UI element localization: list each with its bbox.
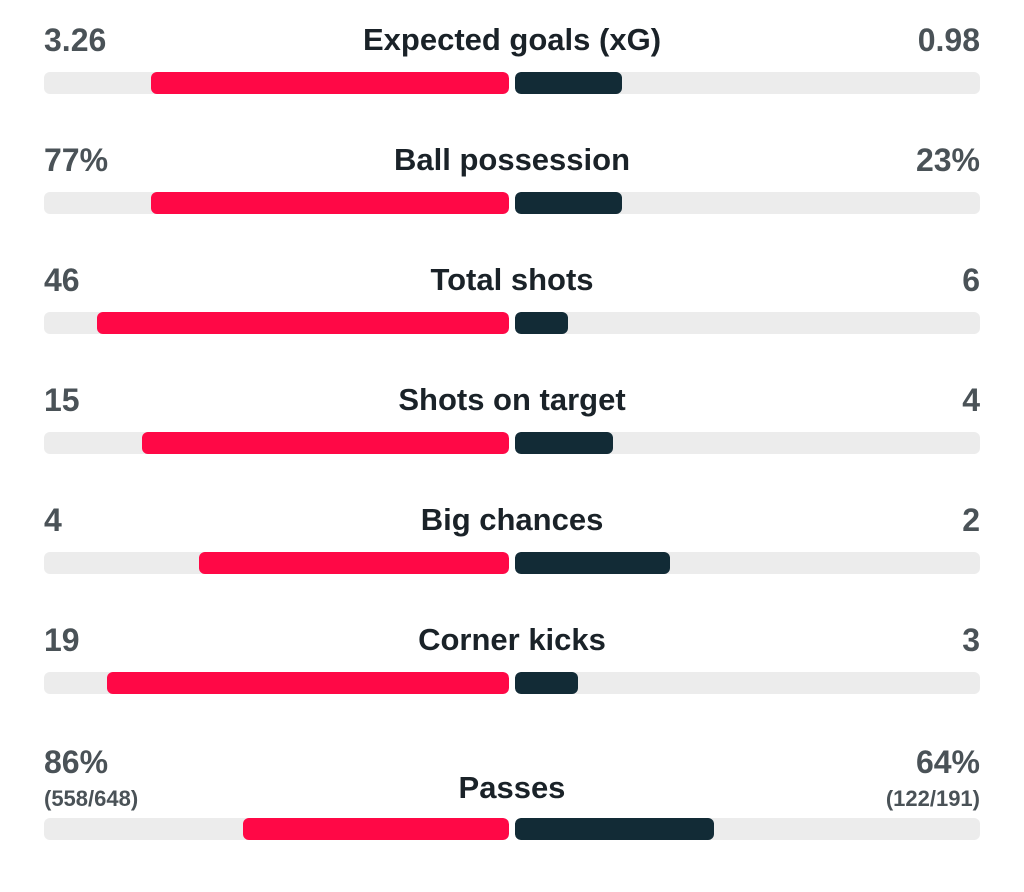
comparison-bar [44, 432, 980, 454]
stat-row-big-chances: 4 Big chances 2 [44, 500, 980, 574]
stat-label: Total shots [430, 262, 594, 297]
home-fill [142, 432, 509, 454]
stat-label: Ball possession [393, 142, 631, 177]
away-value: 2 [962, 502, 980, 538]
stat-label: Expected goals (xG) [362, 22, 662, 57]
away-value: 0.98 [917, 22, 980, 58]
away-value: 6 [962, 262, 980, 298]
away-value: 64% [915, 744, 980, 780]
home-track [44, 432, 509, 454]
home-track [44, 312, 509, 334]
home-fill [150, 192, 509, 214]
stat-label: Big chances [420, 502, 604, 537]
away-track [515, 552, 980, 574]
stat-label: Passes [458, 770, 566, 805]
stat-label: Corner kicks [418, 622, 606, 657]
away-fill [515, 818, 714, 840]
away-detail: (122/191) [885, 786, 980, 811]
home-value: 77% [44, 142, 109, 178]
home-track [44, 192, 509, 214]
away-value: 3 [962, 622, 980, 658]
away-fill [515, 432, 614, 454]
comparison-bar [44, 552, 980, 574]
home-track [44, 672, 509, 694]
home-value: 15 [44, 382, 80, 418]
away-value: 4 [962, 382, 980, 418]
home-fill [97, 312, 509, 334]
home-fill [107, 672, 509, 694]
away-fill [515, 72, 623, 94]
home-track [44, 818, 509, 840]
away-track [515, 192, 980, 214]
home-value: 4 [44, 502, 62, 538]
away-fill [515, 192, 622, 214]
comparison-bar [44, 312, 980, 334]
comparison-bar [44, 72, 980, 94]
stat-row-passes: 86% (558/648) Passes 64% (122/191) [44, 742, 980, 840]
comparison-bar [44, 818, 980, 840]
comparison-bar [44, 192, 980, 214]
stat-row-ball-possession: 77% Ball possession 23% [44, 140, 980, 214]
home-fill [151, 72, 509, 94]
stat-row-corner-kicks: 19 Corner kicks 3 [44, 620, 980, 694]
away-track [515, 432, 980, 454]
home-track [44, 72, 509, 94]
home-value: 46 [44, 262, 80, 298]
stat-row-shots-on-target: 15 Shots on target 4 [44, 380, 980, 454]
home-value: 3.26 [44, 22, 107, 58]
away-track [515, 72, 980, 94]
stat-row-expected-goals: 3.26 Expected goals (xG) 0.98 [44, 20, 980, 94]
home-value: 86% [44, 744, 109, 780]
away-fill [515, 672, 579, 694]
away-fill [515, 312, 569, 334]
away-value: 23% [915, 142, 980, 178]
home-fill [242, 818, 509, 840]
home-value: 19 [44, 622, 80, 658]
stat-label: Shots on target [398, 382, 626, 417]
comparison-bar [44, 672, 980, 694]
home-detail: (558/648) [44, 786, 139, 811]
stat-row-total-shots: 46 Total shots 6 [44, 260, 980, 334]
home-track [44, 552, 509, 574]
away-track [515, 818, 980, 840]
home-fill [198, 552, 509, 574]
away-fill [515, 552, 670, 574]
away-track [515, 312, 980, 334]
away-track [515, 672, 980, 694]
